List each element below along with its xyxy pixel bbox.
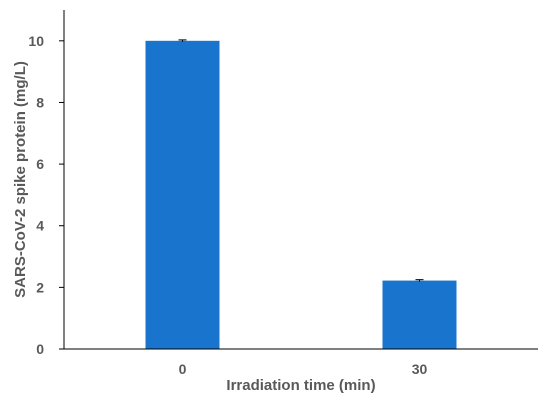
y-tick-label: 2	[36, 279, 44, 295]
x-tick-label: 30	[412, 361, 428, 377]
y-tick-label: 6	[36, 156, 44, 172]
y-tick-label: 8	[36, 94, 44, 110]
x-axis-title: Irradiation time (min)	[226, 377, 375, 394]
y-axis-title: SARS-CoV-2 spike protein (mg/L)	[12, 61, 29, 298]
y-tick-label: 10	[28, 33, 44, 49]
bars	[145, 39, 457, 350]
x-tick-label: 0	[179, 361, 187, 377]
y-tick-label: 4	[36, 218, 44, 234]
y-tick-label: 0	[36, 341, 44, 357]
y-ticks: 0 2 4 6 8 10	[28, 33, 64, 357]
x-ticks: 0 30	[179, 361, 428, 377]
bar-30	[382, 280, 457, 349]
axes	[63, 10, 538, 350]
bar-0	[145, 40, 220, 350]
